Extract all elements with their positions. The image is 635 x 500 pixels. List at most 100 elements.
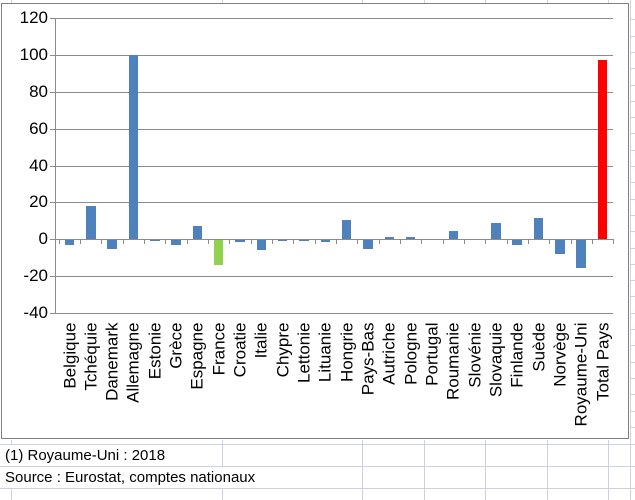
bar-espagne[interactable] bbox=[192, 226, 203, 240]
bar-croatie[interactable] bbox=[235, 239, 245, 243]
bar-roumanie[interactable] bbox=[448, 231, 458, 240]
bar-norvege[interactable] bbox=[555, 239, 565, 255]
footnote-cell[interactable]: (1) Royaume-Uni : 2018 bbox=[5, 445, 165, 467]
sheet-column-border bbox=[11, 488, 12, 500]
x-axis-tick bbox=[549, 239, 551, 245]
bar-finlande[interactable] bbox=[512, 239, 522, 245]
x-axis-tick bbox=[293, 239, 295, 245]
y-axis-tick-label: 40 bbox=[29, 155, 48, 175]
bar-pays-bas[interactable] bbox=[363, 239, 373, 249]
x-axis-category-label: Total Pays bbox=[593, 322, 612, 401]
x-axis-tick bbox=[314, 239, 316, 245]
x-axis-category-label: Finlande bbox=[507, 322, 527, 388]
plot-gridline bbox=[55, 128, 613, 130]
bar-suede[interactable] bbox=[533, 218, 544, 240]
sheet-column-border bbox=[485, 0, 486, 3]
y-axis-tick-label: 60 bbox=[29, 118, 48, 138]
bar-france[interactable] bbox=[213, 239, 224, 266]
sheet-column-border bbox=[485, 440, 486, 500]
sheet-row-border bbox=[630, 280, 635, 282]
x-axis-category-label: Roumanie bbox=[443, 322, 463, 400]
bar-belgique[interactable] bbox=[64, 239, 75, 245]
x-axis-tick bbox=[570, 239, 572, 245]
x-axis-category-label: Slovénie bbox=[465, 322, 485, 388]
bar-hongrie[interactable] bbox=[341, 219, 352, 240]
x-axis-tick bbox=[613, 239, 615, 245]
x-axis-tick bbox=[378, 239, 380, 245]
sheet-column-border bbox=[222, 440, 223, 466]
sheet-row-border bbox=[630, 247, 635, 249]
x-axis-category-label: Suède bbox=[529, 322, 549, 372]
sheet-row-border bbox=[630, 166, 635, 167]
sheet-row-border bbox=[630, 410, 635, 412]
y-axis-tick bbox=[50, 239, 55, 241]
plot-gridline bbox=[55, 91, 613, 93]
x-axis-tick bbox=[421, 239, 423, 245]
bar-grece[interactable] bbox=[171, 239, 181, 245]
sheet-row-border bbox=[630, 51, 635, 53]
sheet-row-border bbox=[630, 133, 635, 135]
y-axis-tick-label: -20 bbox=[23, 266, 48, 286]
sheet-row-border bbox=[630, 263, 635, 265]
sheet-row-border bbox=[630, 377, 635, 379]
bar-lituanie[interactable] bbox=[320, 239, 331, 243]
sheet-column-border bbox=[222, 488, 223, 500]
x-axis-tick bbox=[186, 239, 188, 245]
sheet-row-border bbox=[630, 19, 635, 21]
x-axis-tick bbox=[250, 239, 252, 245]
x-axis-tick bbox=[591, 239, 593, 245]
y-axis-line bbox=[55, 18, 56, 313]
x-axis-category-label: Hongrie bbox=[337, 322, 357, 382]
sheet-row-border bbox=[630, 117, 635, 119]
sheet-row-border bbox=[630, 182, 635, 184]
x-axis-category-label: Allemagne bbox=[123, 322, 143, 403]
bar-allemagne[interactable] bbox=[128, 55, 139, 240]
bar-danemark[interactable] bbox=[107, 239, 117, 249]
sheet-row-border bbox=[630, 214, 635, 216]
x-axis-category-label: Portugal bbox=[422, 322, 442, 386]
sheet-column-border bbox=[11, 0, 12, 3]
plot-gridline bbox=[55, 165, 613, 167]
y-axis-tick bbox=[50, 202, 55, 204]
bar-pologne[interactable] bbox=[405, 236, 416, 240]
x-axis-tick bbox=[336, 239, 337, 245]
bar-italie[interactable] bbox=[256, 239, 267, 251]
plot-gridline bbox=[55, 312, 613, 314]
x-axis-tick bbox=[165, 239, 167, 245]
x-axis-category-label: Slovaquie bbox=[486, 322, 506, 397]
x-axis-category-label: Lettonie bbox=[294, 322, 314, 383]
x-axis-category-label: Grèce bbox=[166, 322, 186, 369]
x-axis-category-label: Chypre bbox=[273, 322, 293, 377]
x-axis-category-label: Autriche bbox=[379, 322, 399, 385]
sheet-column-border bbox=[547, 0, 548, 3]
bar-autriche[interactable] bbox=[384, 236, 395, 240]
sheet-row-border bbox=[630, 345, 635, 347]
x-axis-tick bbox=[399, 239, 401, 245]
bar-total-pays[interactable] bbox=[597, 59, 608, 240]
plot-gridline bbox=[55, 18, 613, 20]
sheet-row-border bbox=[630, 100, 635, 102]
sheet-row-border bbox=[0, 466, 635, 467]
bar-tchequie[interactable] bbox=[86, 206, 96, 240]
x-axis-category-label: Italie bbox=[251, 322, 271, 358]
x-axis-category-label: Pays-Bas bbox=[358, 322, 378, 395]
sheet-column-border bbox=[547, 440, 548, 500]
sheet-column-border bbox=[222, 0, 223, 3]
sheet-column-border bbox=[362, 440, 363, 500]
y-axis-tick bbox=[50, 165, 55, 167]
x-axis-tick bbox=[485, 239, 487, 245]
x-axis-category-label: Croatie bbox=[230, 322, 250, 377]
x-axis-tick bbox=[80, 239, 82, 245]
chart-object[interactable]: 120 100 80 60 40 20 0 -20 -40 Belgique Tchéquie Dan… bbox=[1, 3, 629, 439]
footnote-text: (1) Royaume-Uni : 2018 bbox=[5, 447, 166, 464]
sheet-row-border bbox=[630, 394, 635, 396]
bar-slovaquie[interactable] bbox=[491, 222, 501, 240]
bar-royaume-uni[interactable] bbox=[576, 239, 586, 268]
source-cell[interactable]: Source : Eurostat, comptes nationaux bbox=[5, 467, 255, 489]
y-axis-tick-label: 100 bbox=[19, 45, 48, 65]
sheet-column-border bbox=[11, 440, 12, 444]
x-axis-category-label: Estonie bbox=[145, 322, 165, 379]
x-axis-tick bbox=[144, 239, 146, 245]
y-axis-tick-label: 0 bbox=[38, 229, 48, 249]
y-axis-tick bbox=[50, 18, 55, 20]
